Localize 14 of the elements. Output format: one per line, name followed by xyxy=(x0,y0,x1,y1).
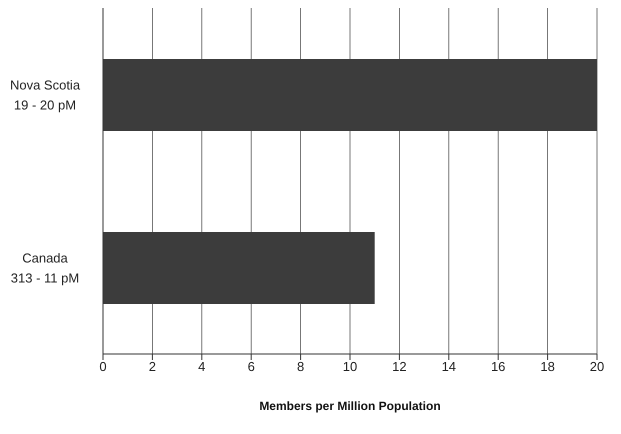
x-tick-label: 18 xyxy=(540,359,555,374)
x-tick-label: 14 xyxy=(442,359,456,374)
x-tick-label: 6 xyxy=(248,359,255,374)
x-tick-label: 12 xyxy=(392,359,407,374)
x-axis-title: Members per Million Population xyxy=(259,399,441,413)
x-tick-label: 0 xyxy=(99,359,107,374)
x-tick-label: 10 xyxy=(342,359,358,374)
x-tick-label: 4 xyxy=(198,359,206,374)
x-tick-label: 20 xyxy=(590,359,604,374)
y-tick-label: Nova Scotia 19 - 20 pM xyxy=(10,78,81,112)
x-tick-label: 16 xyxy=(490,359,506,374)
y-tick-label: Canada 313 - 11 pM xyxy=(10,250,80,286)
x-tick-label: 2 xyxy=(148,359,156,374)
x-tick-label: 8 xyxy=(296,359,304,374)
